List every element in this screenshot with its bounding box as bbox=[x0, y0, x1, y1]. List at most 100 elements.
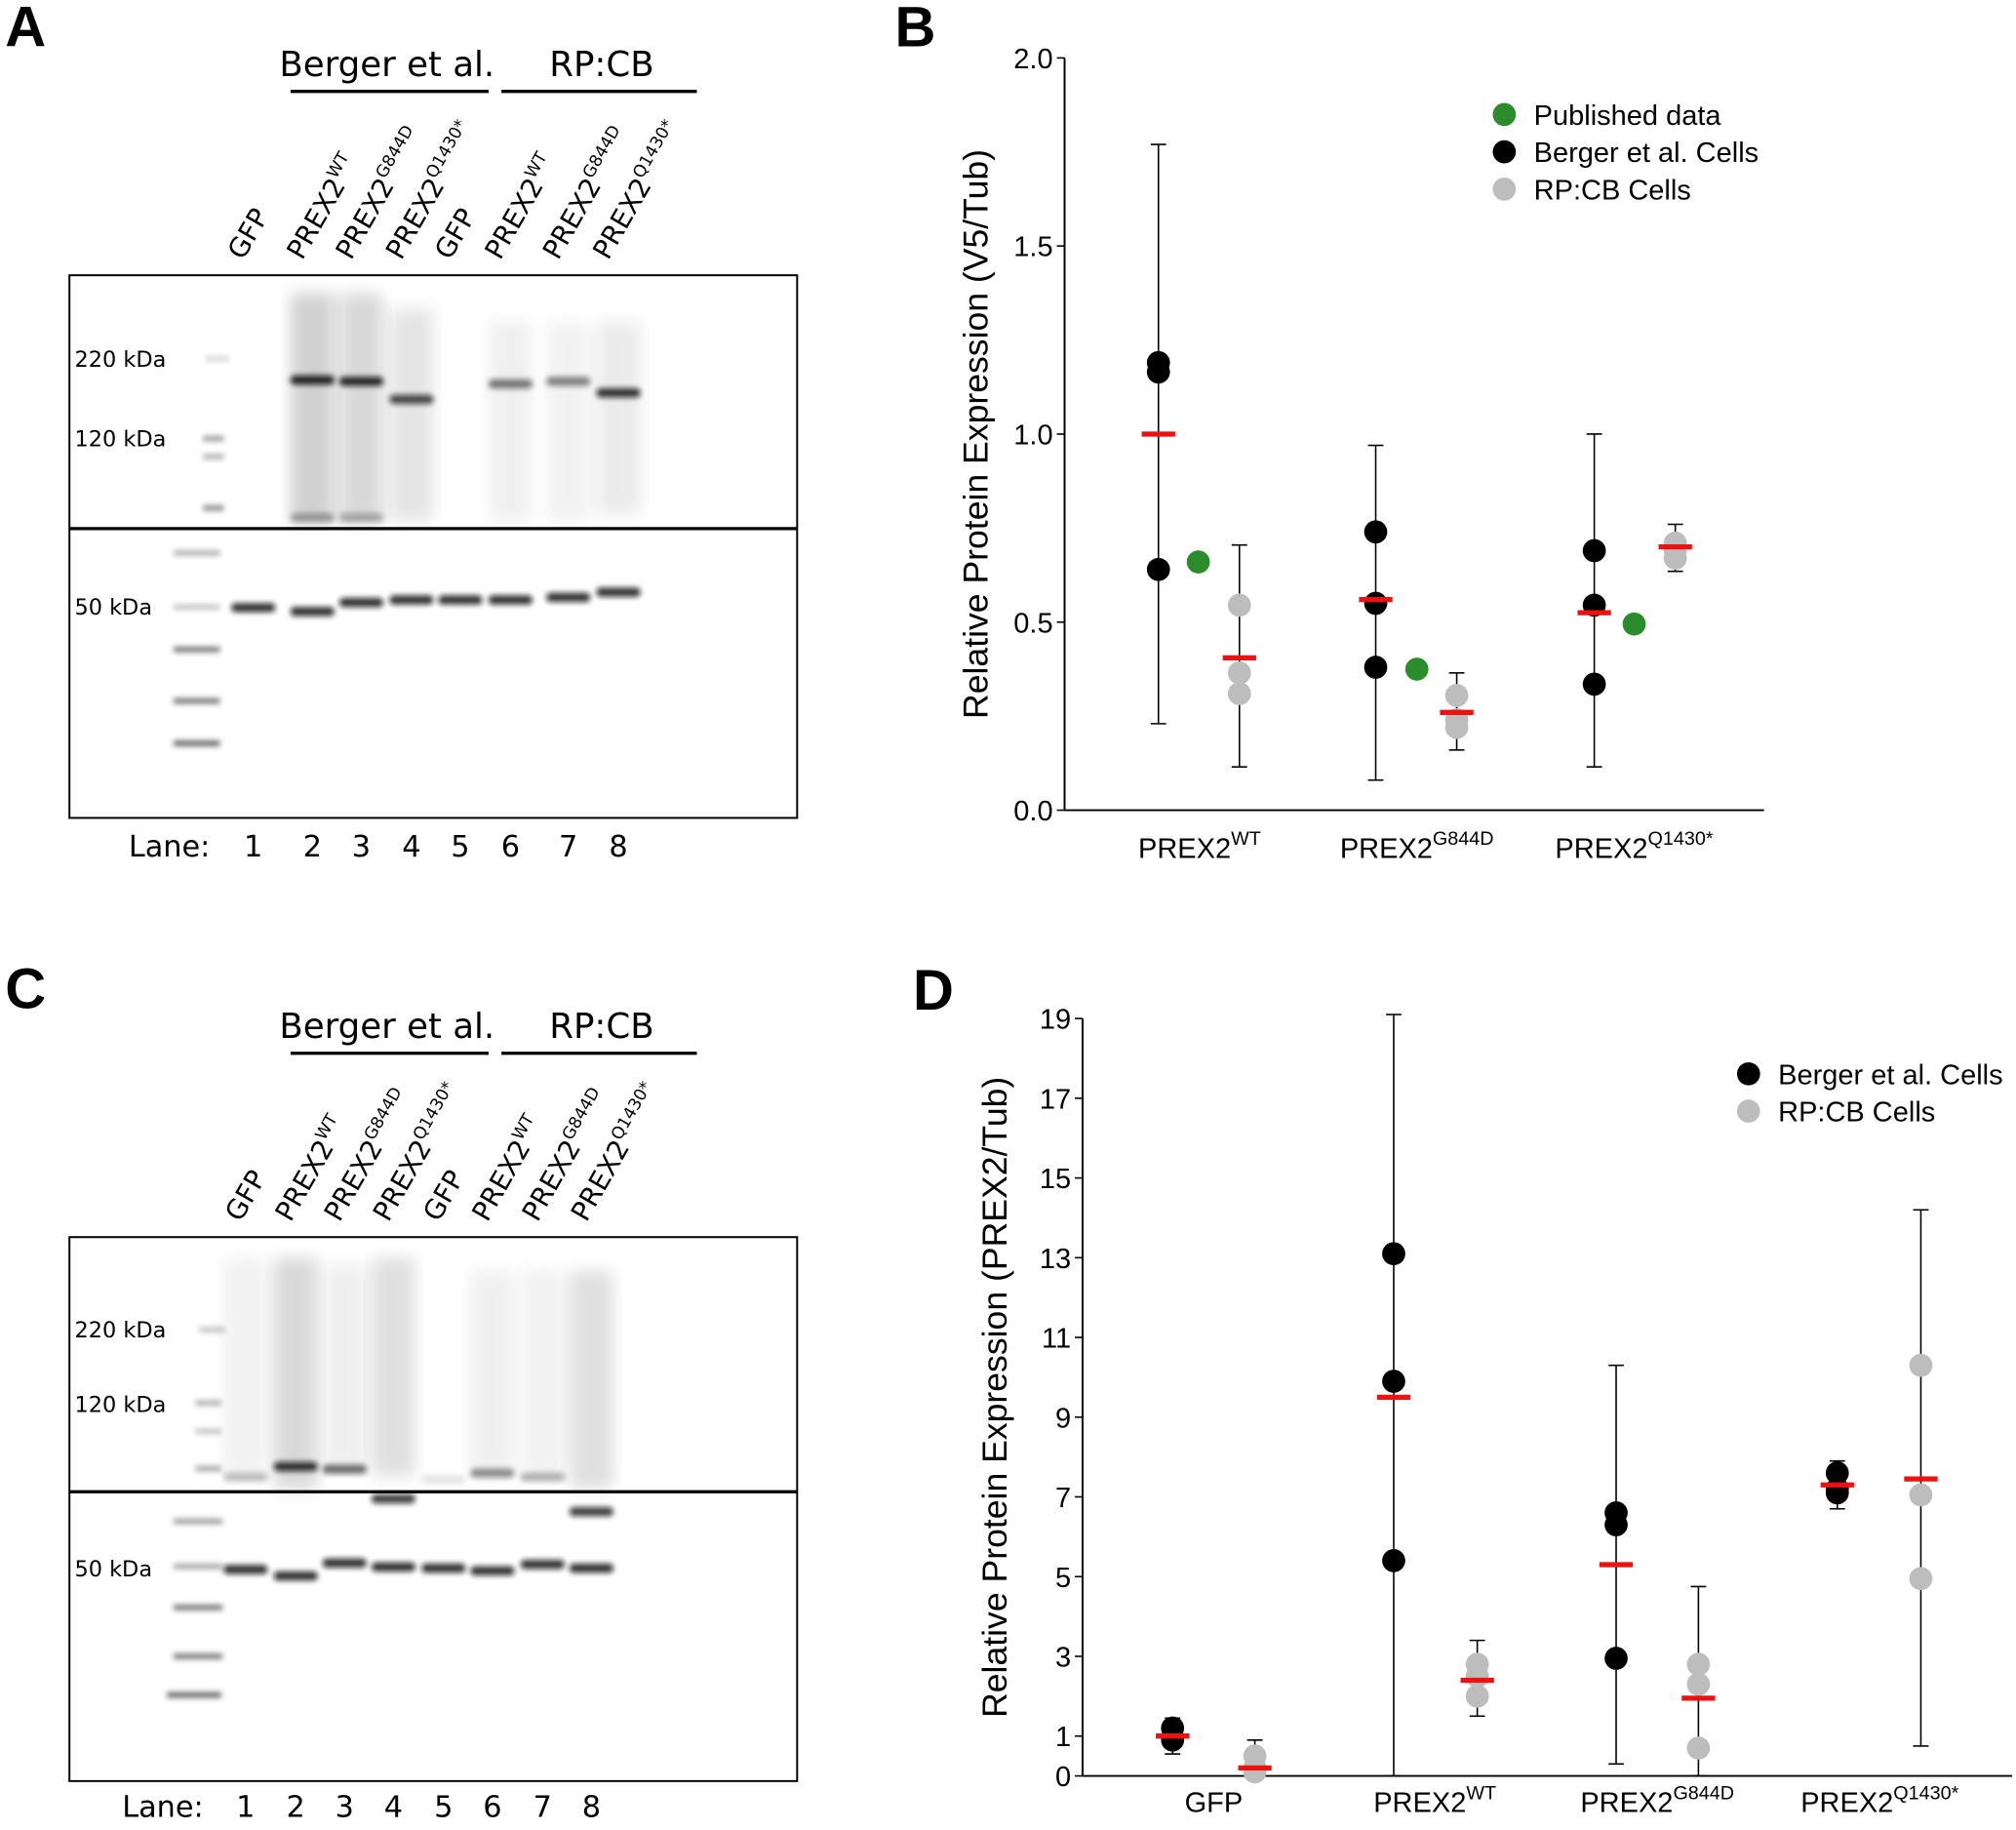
category-base: GFP bbox=[1185, 1787, 1244, 1818]
y-tick-label: 5 bbox=[1055, 1563, 1071, 1594]
tubulin-band bbox=[421, 1564, 466, 1573]
marker-label-120: 120 kDa bbox=[74, 427, 166, 453]
lane-number: 7 bbox=[559, 830, 577, 864]
data-point bbox=[1909, 1567, 1933, 1591]
y-tick-label: 15 bbox=[1040, 1164, 1071, 1195]
ladder-band bbox=[173, 740, 220, 746]
lane-label-sup: Q1430* bbox=[422, 116, 471, 181]
lane-number: 6 bbox=[483, 1791, 501, 1825]
category-base: PREX2 bbox=[1138, 833, 1231, 864]
lane-number: 6 bbox=[501, 830, 520, 864]
protein-band bbox=[546, 377, 591, 386]
lane-smear bbox=[322, 1263, 367, 1470]
lane-prefix: Lane: bbox=[122, 1791, 203, 1825]
ladder-band bbox=[203, 505, 224, 511]
data-point bbox=[1465, 1664, 1489, 1689]
data-point bbox=[1444, 684, 1469, 707]
data-point bbox=[1582, 538, 1606, 563]
group-label-rpcb: RP:CB bbox=[549, 45, 653, 85]
tubulin-band bbox=[339, 598, 383, 608]
category-sup: G844D bbox=[1433, 828, 1494, 850]
ladder-band bbox=[199, 1327, 225, 1333]
marker-label-50: 50 kDa bbox=[74, 1557, 152, 1582]
group-label-berger: Berger et al. bbox=[279, 45, 494, 85]
lane-label-sup: G844D bbox=[579, 122, 625, 181]
tubulin-band bbox=[438, 595, 483, 605]
category-sup: WT bbox=[1231, 828, 1261, 850]
lane-smear bbox=[470, 1270, 515, 1477]
data-point bbox=[1227, 660, 1251, 685]
tubulin-band bbox=[389, 595, 434, 605]
panel-label: A bbox=[5, 0, 46, 60]
x-category-label: PREX2G844D bbox=[1340, 828, 1494, 864]
data-point bbox=[1227, 593, 1251, 617]
data-point bbox=[1686, 1736, 1711, 1760]
tubulin-band bbox=[596, 587, 641, 597]
lane-label-sup: G844D bbox=[559, 1084, 605, 1143]
panel-label: D bbox=[913, 959, 954, 1022]
ladder-band bbox=[173, 1605, 223, 1611]
lane-smear bbox=[290, 293, 335, 523]
data-point bbox=[1186, 550, 1210, 574]
x-category-label: GFP bbox=[1185, 1787, 1244, 1818]
marker-label-220: 220 kDa bbox=[74, 1318, 166, 1343]
lane-label-sup: Q1430* bbox=[608, 1078, 656, 1143]
protein-band bbox=[339, 377, 383, 386]
category-base: PREX2 bbox=[1580, 1787, 1673, 1818]
tubulin-band bbox=[231, 603, 276, 613]
legend-marker bbox=[1736, 1099, 1760, 1123]
data-point bbox=[1582, 672, 1606, 696]
ladder-band bbox=[195, 1400, 221, 1406]
chart-panel-B: B 0.0 0.5 1.0 1.5 2.0 Relative Protein Express… bbox=[894, 0, 1764, 864]
protein-band bbox=[290, 375, 335, 385]
y-tick-label: 17 bbox=[1040, 1084, 1071, 1115]
y-tick-label: 1 bbox=[1055, 1722, 1071, 1753]
legend-label: RP:CB Cells bbox=[1534, 175, 1691, 206]
lane-number: 3 bbox=[336, 1791, 354, 1825]
legend-label: Published data bbox=[1534, 100, 1722, 132]
lane-number: 5 bbox=[451, 830, 469, 864]
x-category-label: PREX2Q1430* bbox=[1800, 1782, 1958, 1818]
protein-band bbox=[339, 513, 383, 523]
category-sup: Q1430* bbox=[1893, 1782, 1958, 1804]
data-point bbox=[1604, 1513, 1628, 1536]
legend-marker bbox=[1736, 1061, 1760, 1086]
data-point bbox=[1382, 1549, 1405, 1572]
ladder-band bbox=[205, 356, 229, 362]
lane-smear bbox=[371, 1257, 415, 1477]
data-point bbox=[1444, 715, 1469, 739]
lane-number: 7 bbox=[534, 1791, 552, 1825]
data-point bbox=[1364, 520, 1388, 544]
category-base: PREX2 bbox=[1373, 1787, 1466, 1818]
protein-band bbox=[596, 388, 641, 398]
x-category-label: PREX2WT bbox=[1373, 1782, 1496, 1818]
protein-band bbox=[223, 1472, 268, 1482]
legend-label: RP:CB Cells bbox=[1778, 1097, 1935, 1129]
data-point bbox=[1909, 1483, 1933, 1507]
data-point bbox=[1364, 656, 1388, 679]
panel-label: B bbox=[894, 0, 935, 60]
lane-label-base: GFP bbox=[221, 203, 276, 264]
data-point bbox=[1404, 657, 1429, 681]
data-point bbox=[1604, 1647, 1628, 1670]
tubulin-band bbox=[520, 1560, 565, 1570]
y-tick-label: 1.0 bbox=[1013, 420, 1052, 452]
lane-label-sup: G844D bbox=[373, 122, 418, 181]
lane-smear bbox=[546, 321, 591, 521]
tubulin-band bbox=[371, 1562, 415, 1571]
protein-band bbox=[421, 1475, 466, 1485]
tubulin-band bbox=[273, 1571, 318, 1581]
y-tick-label: 2.0 bbox=[1013, 44, 1052, 75]
data-point bbox=[1909, 1353, 1933, 1377]
y-tick-label: 9 bbox=[1055, 1403, 1071, 1434]
tubulin-band bbox=[470, 1566, 515, 1575]
category-base: PREX2 bbox=[1555, 833, 1647, 864]
tubulin-band bbox=[488, 595, 533, 605]
x-category-label: PREX2WT bbox=[1138, 828, 1261, 864]
y-tick-label: 11 bbox=[1042, 1324, 1071, 1355]
y-tick-label: 1.5 bbox=[1013, 232, 1052, 263]
y-tick-label: 3 bbox=[1055, 1643, 1071, 1674]
